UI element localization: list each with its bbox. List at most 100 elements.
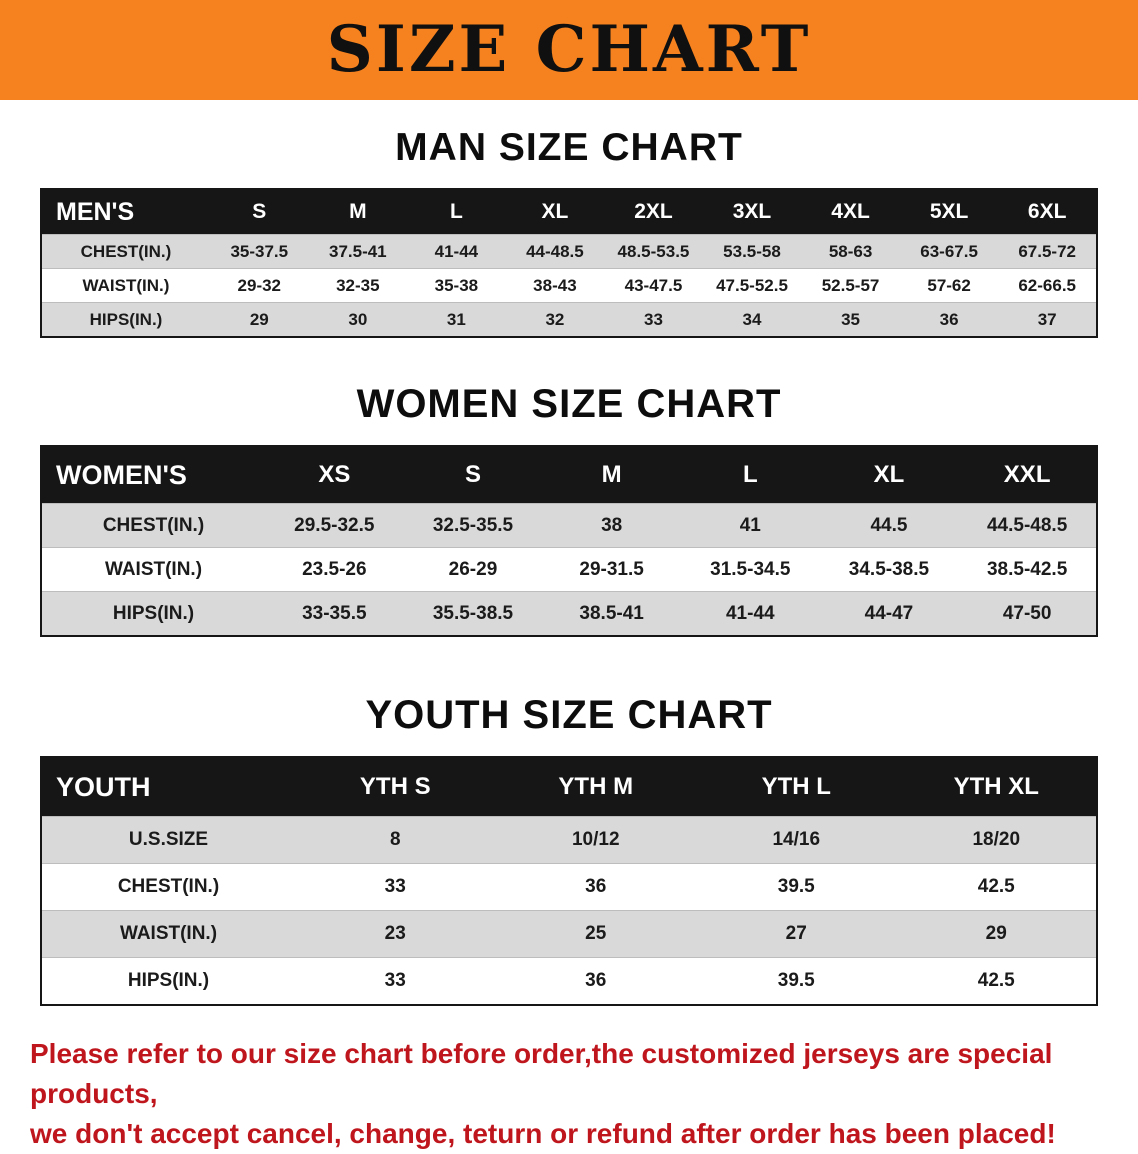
size-value: 38.5-41 — [542, 591, 681, 636]
size-value: 29-32 — [210, 268, 309, 303]
size-value: 39.5 — [696, 863, 897, 911]
row-label: HIPS(IN.) — [41, 957, 295, 1005]
row-label: CHEST(IN.) — [41, 503, 265, 548]
table-category-header: MEN'S — [41, 189, 210, 235]
size-value: 26-29 — [403, 547, 543, 592]
table-category-header: WOMEN'S — [41, 446, 265, 504]
size-value: 32-35 — [308, 268, 408, 303]
size-value: 63-67.5 — [899, 234, 999, 269]
size-column-header: 3XL — [702, 189, 802, 235]
youth-chart-heading: YOUTH SIZE CHART — [365, 693, 773, 737]
size-column-header: L — [680, 446, 820, 504]
size-value: 31 — [407, 302, 506, 337]
size-value: 25 — [495, 910, 696, 958]
size-column-header: XXL — [958, 446, 1097, 504]
size-value: 36 — [495, 957, 696, 1005]
size-value: 44.5 — [819, 503, 959, 548]
size-value: 53.5-58 — [702, 234, 802, 269]
size-value: 35 — [801, 302, 900, 337]
size-column-header: YTH M — [495, 757, 696, 817]
size-value: 32 — [505, 302, 605, 337]
size-value: 10/12 — [495, 816, 696, 864]
disclaimer-line-1: Please refer to our size chart before or… — [30, 1038, 1053, 1109]
women-chart-heading: WOMEN SIZE CHART — [356, 382, 782, 426]
size-value: 58-63 — [801, 234, 900, 269]
table-row: WAIST(IN.) 23.5-26 26-29 29-31.5 31.5-34.5 34… — [41, 547, 1097, 592]
table-row: CHEST(IN.) 29.5-32.5 32.5-35.5 38 41 44.5 44.5… — [41, 503, 1097, 548]
row-label: WAIST(IN.) — [41, 547, 265, 592]
size-value: 44-48.5 — [505, 234, 605, 269]
row-label: CHEST(IN.) — [41, 234, 210, 269]
size-value: 41-44 — [680, 591, 820, 636]
size-value: 42.5 — [896, 863, 1097, 911]
size-value: 37.5-41 — [308, 234, 408, 269]
table-row: HIPS(IN.) 33 36 39.5 42.5 — [41, 957, 1097, 1005]
size-value: 39.5 — [696, 957, 897, 1005]
size-value: 35-38 — [407, 268, 506, 303]
table-header-row: MEN'S S M L XL 2XL 3XL 4XL 5XL 6XL — [41, 189, 1097, 235]
size-column-header: S — [210, 189, 309, 235]
size-value: 36 — [495, 863, 696, 911]
table-header-row: YOUTH YTH S YTH M YTH L YTH XL — [41, 757, 1097, 817]
size-value: 34.5-38.5 — [819, 547, 959, 592]
size-column-header: 4XL — [801, 189, 900, 235]
women-size-table: WOMEN'S XS S M L XL XXL CHEST(IN.) 29.5-32.5 32.5… — [40, 445, 1098, 637]
size-column-header: 6XL — [998, 189, 1097, 235]
size-value: 52.5-57 — [801, 268, 900, 303]
size-value: 33-35.5 — [265, 591, 404, 636]
size-value: 36 — [899, 302, 999, 337]
youth-size-table: YOUTH YTH S YTH M YTH L YTH XL U.S.SIZE 8 10/12… — [40, 756, 1098, 1006]
size-value: 35-37.5 — [210, 234, 309, 269]
size-value: 41-44 — [407, 234, 506, 269]
size-value: 48.5-53.5 — [604, 234, 703, 269]
table-row: CHEST(IN.) 35-37.5 37.5-41 41-44 44-48.5 48.5… — [41, 234, 1097, 269]
size-column-header: 2XL — [604, 189, 703, 235]
size-column-header: M — [308, 189, 408, 235]
size-value: 43-47.5 — [604, 268, 703, 303]
size-value: 30 — [308, 302, 408, 337]
men-size-chart-section: MAN SIZE CHART MEN'S S M L XL 2XL 3XL 4XL 5XL 6XL… — [0, 126, 1138, 338]
table-category-header: YOUTH — [41, 757, 295, 817]
size-value: 47-50 — [958, 591, 1097, 636]
table-row: HIPS(IN.) 29 30 31 32 33 34 35 36 37 — [41, 302, 1097, 337]
row-label: HIPS(IN.) — [41, 591, 265, 636]
size-chart-banner: SIZE CHART — [0, 0, 1138, 100]
row-label: HIPS(IN.) — [41, 302, 210, 337]
size-column-header: YTH XL — [896, 757, 1097, 817]
youth-size-chart-section: YOUTH SIZE CHART YOUTH YTH S YTH M YTH L YTH… — [0, 693, 1138, 1006]
size-value: 33 — [295, 863, 496, 911]
size-value: 23.5-26 — [265, 547, 404, 592]
table-row: WAIST(IN.) 29-32 32-35 35-38 38-43 43-47.5 47.… — [41, 268, 1097, 303]
disclaimer: Please refer to our size chart before or… — [30, 1034, 1118, 1154]
table-row: HIPS(IN.) 33-35.5 35.5-38.5 38.5-41 41-44 44-… — [41, 591, 1097, 636]
size-value: 37 — [998, 302, 1097, 337]
table-row: CHEST(IN.) 33 36 39.5 42.5 — [41, 863, 1097, 911]
size-column-header: YTH L — [696, 757, 897, 817]
size-column-header: XS — [265, 446, 404, 504]
row-label: WAIST(IN.) — [41, 910, 295, 958]
size-value: 57-62 — [899, 268, 999, 303]
size-value: 29-31.5 — [542, 547, 681, 592]
size-value: 29 — [210, 302, 309, 337]
size-column-header: YTH S — [295, 757, 496, 817]
size-value: 31.5-34.5 — [680, 547, 820, 592]
size-value: 38.5-42.5 — [958, 547, 1097, 592]
size-value: 38 — [542, 503, 681, 548]
size-value: 35.5-38.5 — [403, 591, 543, 636]
size-value: 34 — [702, 302, 802, 337]
size-value: 18/20 — [896, 816, 1097, 864]
row-label: U.S.SIZE — [41, 816, 295, 864]
size-value: 47.5-52.5 — [702, 268, 802, 303]
men-chart-heading: MAN SIZE CHART — [395, 126, 743, 169]
size-value: 29 — [896, 910, 1097, 958]
size-column-header: 5XL — [899, 189, 999, 235]
table-row: WAIST(IN.) 23 25 27 29 — [41, 910, 1097, 958]
row-label: CHEST(IN.) — [41, 863, 295, 911]
size-value: 42.5 — [896, 957, 1097, 1005]
size-value: 29.5-32.5 — [265, 503, 404, 548]
page-title: SIZE CHART — [326, 12, 812, 87]
size-column-header: L — [407, 189, 506, 235]
size-value: 32.5-35.5 — [403, 503, 543, 548]
table-row: U.S.SIZE 8 10/12 14/16 18/20 — [41, 816, 1097, 864]
